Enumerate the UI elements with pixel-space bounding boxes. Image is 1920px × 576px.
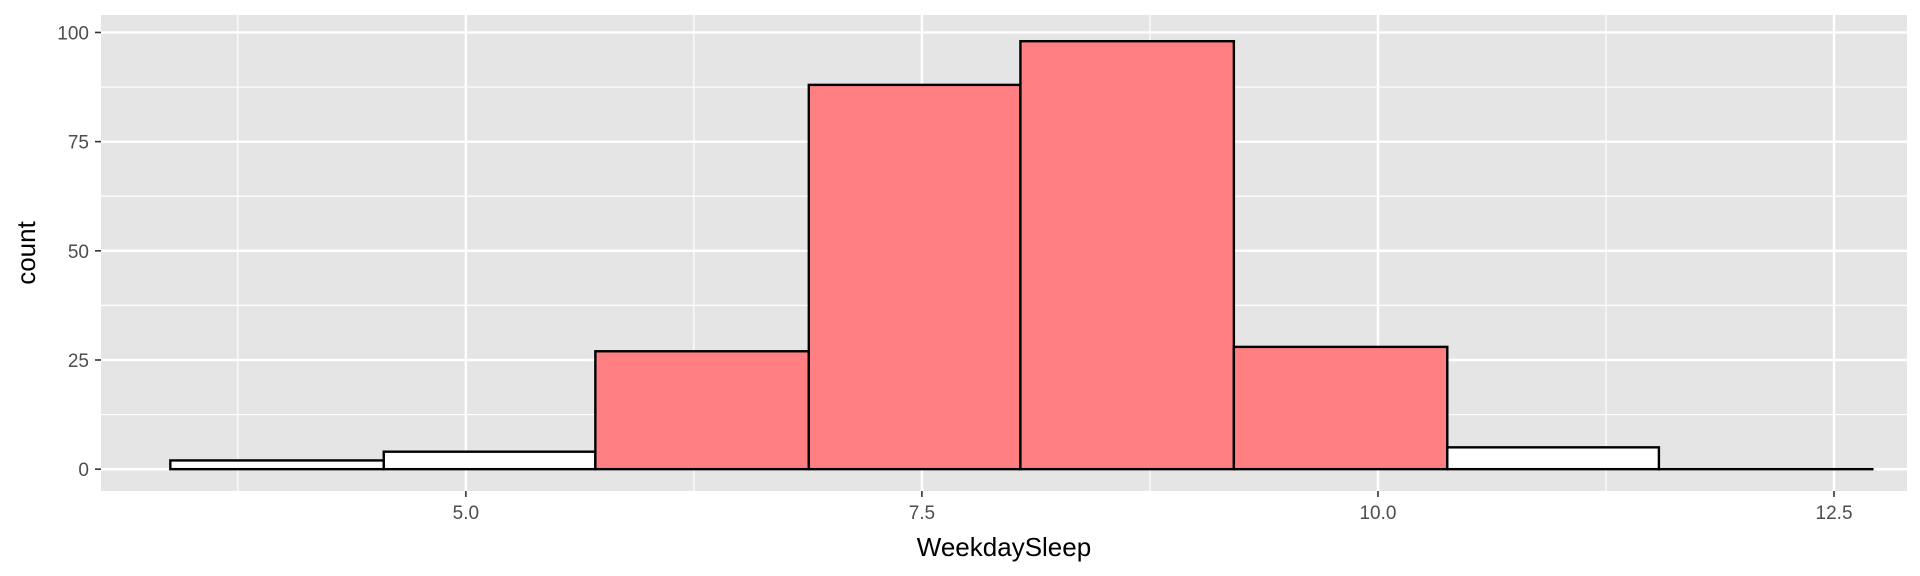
x-axis: 5.0 7.5 10.0 12.5 [453, 491, 1853, 524]
y-tick-label: 50 [68, 242, 89, 263]
y-axis: 0 25 50 75 100 [57, 23, 101, 481]
x-tick-label: 10.0 [1359, 503, 1396, 524]
y-tick-label: 25 [68, 351, 89, 372]
histogram-bar-3 [594, 350, 811, 471]
x-tick-label: 7.5 [909, 503, 935, 524]
histogram-bar-5 [1019, 40, 1236, 471]
x-tick-label: 5.0 [453, 503, 479, 524]
y-tick-label: 75 [68, 133, 89, 154]
histogram-bar-7 [1446, 446, 1661, 471]
x-axis-title: WeekdaySleep [917, 532, 1091, 562]
histogram-bar-2 [382, 450, 597, 471]
y-axis-title: count [11, 220, 41, 284]
histogram-bar-4 [807, 83, 1022, 471]
y-tick-label: 0 [78, 460, 89, 481]
y-tick-label: 100 [57, 23, 89, 44]
histogram-bars [169, 40, 1874, 471]
x-tick-label: 12.5 [1816, 503, 1853, 524]
histogram-bar-6 [1232, 345, 1449, 471]
histogram-bar-1 [169, 459, 385, 471]
